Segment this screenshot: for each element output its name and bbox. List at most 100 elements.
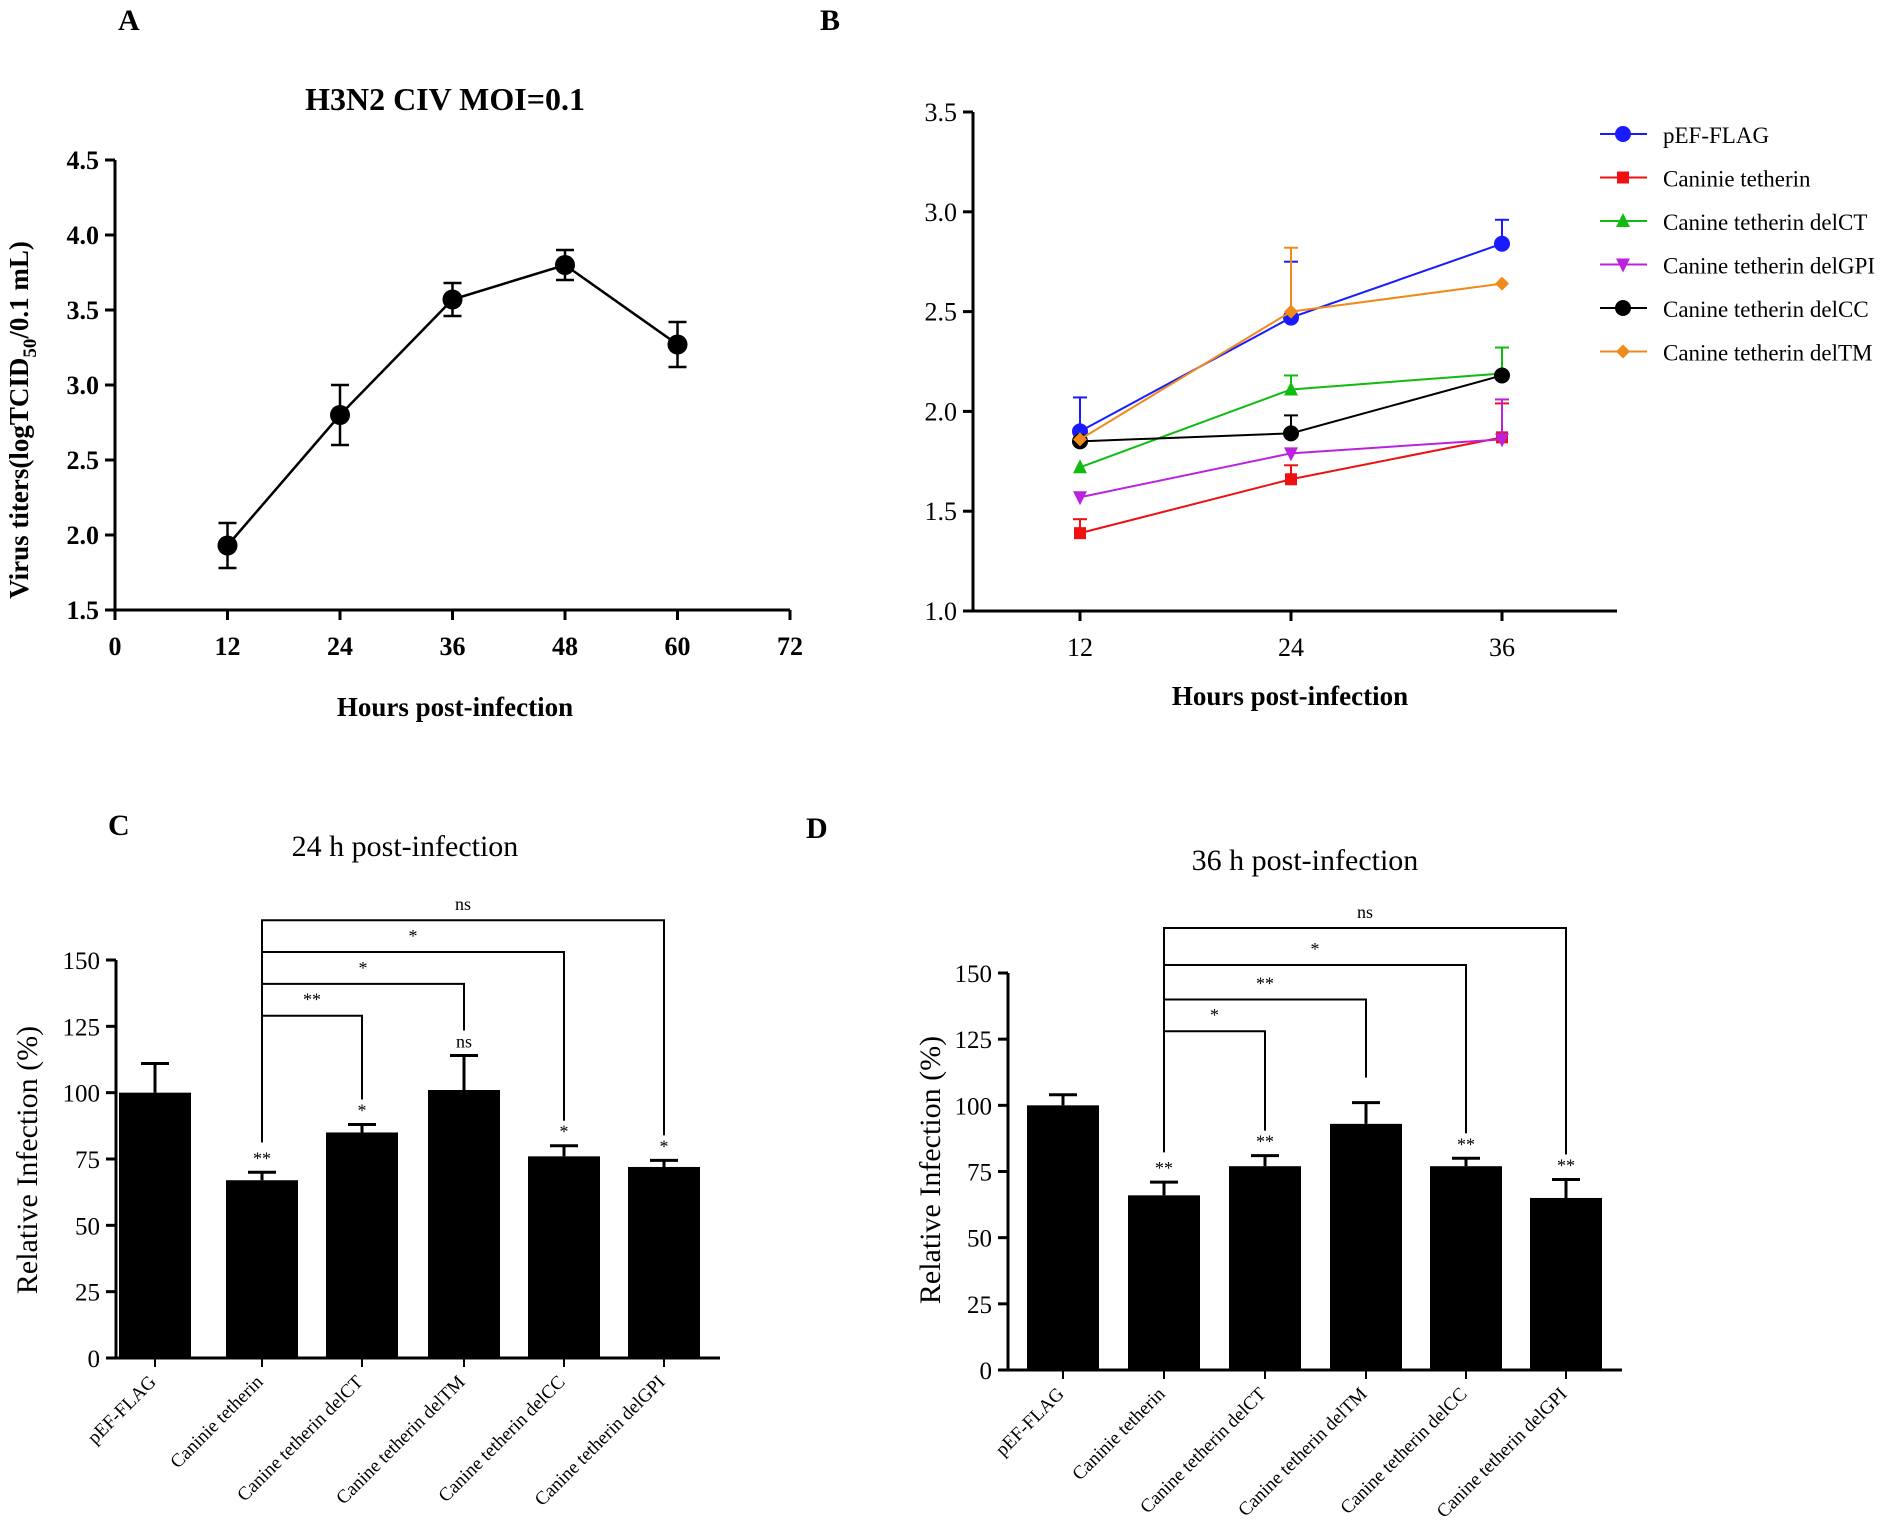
legend-label: Canine tetherin delTM [1663,341,1873,366]
y-tick-label: 150 [63,948,101,975]
data-point [1073,491,1087,506]
x-tick-label: 60 [665,632,691,661]
panel-letter-d: D [806,812,828,845]
y-tick-label: 3.0 [67,371,100,400]
data-point [555,255,575,275]
data-point [1284,304,1298,319]
y-tick-label: 2.0 [925,397,958,426]
y-tick-label: 100 [63,1081,101,1108]
bracket-label: ** [1256,973,1274,993]
chart-c-ylabel: Relative Infection (%) [11,1026,44,1294]
significance-bracket [261,951,565,1143]
data-point [1285,473,1297,486]
y-tick-label: 0 [88,1346,101,1373]
y-tick-label: 1.5 [925,497,958,526]
bar-significance-label: ** [1256,1132,1274,1152]
significance-bracket [261,919,665,1143]
x-tick-label: 24 [1278,633,1304,662]
y-tick-label: 3.0 [925,198,958,227]
y-tick-label: 3.5 [67,296,100,325]
y-tick-label: 1.0 [925,597,958,626]
data-point [1284,381,1298,396]
data-point [442,289,463,310]
data-point [330,405,350,425]
chart-a-title: H3N2 CIV MOI=0.1 [305,81,585,117]
bar [1128,1195,1200,1370]
y-tick-label: 4.0 [67,221,100,250]
legend-label: pEF-FLAG [1663,123,1769,148]
panel-letter-a: A [118,4,140,37]
legend-marker [1616,344,1630,359]
bar [1027,1105,1099,1370]
chart-a-ylabel-end: /0.1 mL) [4,241,34,340]
bar [326,1132,398,1358]
x-tick-label: 36 [440,632,466,661]
y-tick-label: 2.5 [925,298,958,327]
bar-significance-label: * [560,1122,569,1142]
bar [428,1090,500,1358]
y-tick-label: 50 [967,1226,992,1253]
bracket-label: * [409,926,418,946]
bar-significance-label: ** [1155,1158,1173,1178]
y-tick-label: 4.5 [67,146,100,175]
category-label: pEF-FLAG [84,1371,161,1448]
chart-a-ylabel-sub: 50 [20,339,41,358]
x-tick-label: 12 [1067,633,1093,662]
data-point [1494,235,1510,252]
y-tick-label: 25 [75,1280,100,1307]
data-point [667,334,688,355]
chart-a-ylabel: Virus titers(logTCID50/0.1 mL) [4,241,41,599]
bracket-label: ** [303,990,321,1010]
y-tick-label: 125 [63,1014,101,1041]
legend-label: Caninie tetherin [1663,167,1811,192]
x-tick-label: 0 [109,632,122,661]
y-tick-label: 2.0 [67,521,100,550]
y-tick-label: 0 [980,1358,993,1385]
bar [528,1156,600,1358]
bar [119,1092,191,1358]
bar-significance-label: ** [1557,1155,1575,1175]
data-point [1494,367,1510,384]
y-tick-label: 3.5 [925,98,958,127]
data-point [1283,425,1299,442]
chart-c-title: 24 h post-infection [292,830,519,863]
bar [1330,1123,1402,1370]
bracket-label: * [1210,1005,1219,1025]
data-point [1495,276,1509,291]
x-tick-label: 48 [552,632,578,661]
bar [1530,1197,1602,1370]
x-tick-label: 72 [777,632,803,661]
data-point [217,535,238,556]
data-point [1073,459,1087,474]
bar-significance-label: ** [1457,1134,1475,1154]
bar-significance-label: * [660,1136,669,1156]
significance-bracket [1163,964,1467,1153]
bar-significance-label: ns [456,1032,472,1052]
bracket-label: * [359,958,368,978]
data-point [1074,527,1086,540]
bracket-label: ns [1357,902,1373,922]
chart-d-ylabel: Relative Infection (%) [914,1036,947,1304]
x-tick-label: 36 [1489,633,1515,662]
bar-significance-label: * [358,1101,367,1121]
significance-bracket [1163,927,1567,1155]
bar [628,1166,700,1358]
legend-marker [1615,126,1631,142]
legend-label: Canine tetherin delCC [1663,297,1869,322]
series-canine-tetherin-delgpi [1073,398,1509,506]
significance-bracket [1163,1030,1266,1153]
panel-letter-b: B [820,4,840,37]
category-label: Caninie tetherin [166,1371,267,1472]
y-tick-label: 2.5 [67,446,100,475]
y-tick-label: 1.5 [67,596,100,625]
chart-a-xlabel: Hours post-infection [337,692,573,722]
chart-b: 1.0 1.5 2.0 2.5 3.0 3.5 12 24 36 pEF-FLAG Caninie … [925,98,1876,662]
x-tick-label: 12 [215,632,241,661]
data-point [1495,433,1509,448]
significance-bracket [261,1014,363,1143]
bracket-label: ns [455,894,471,914]
bar-significance-label: ** [253,1148,271,1168]
